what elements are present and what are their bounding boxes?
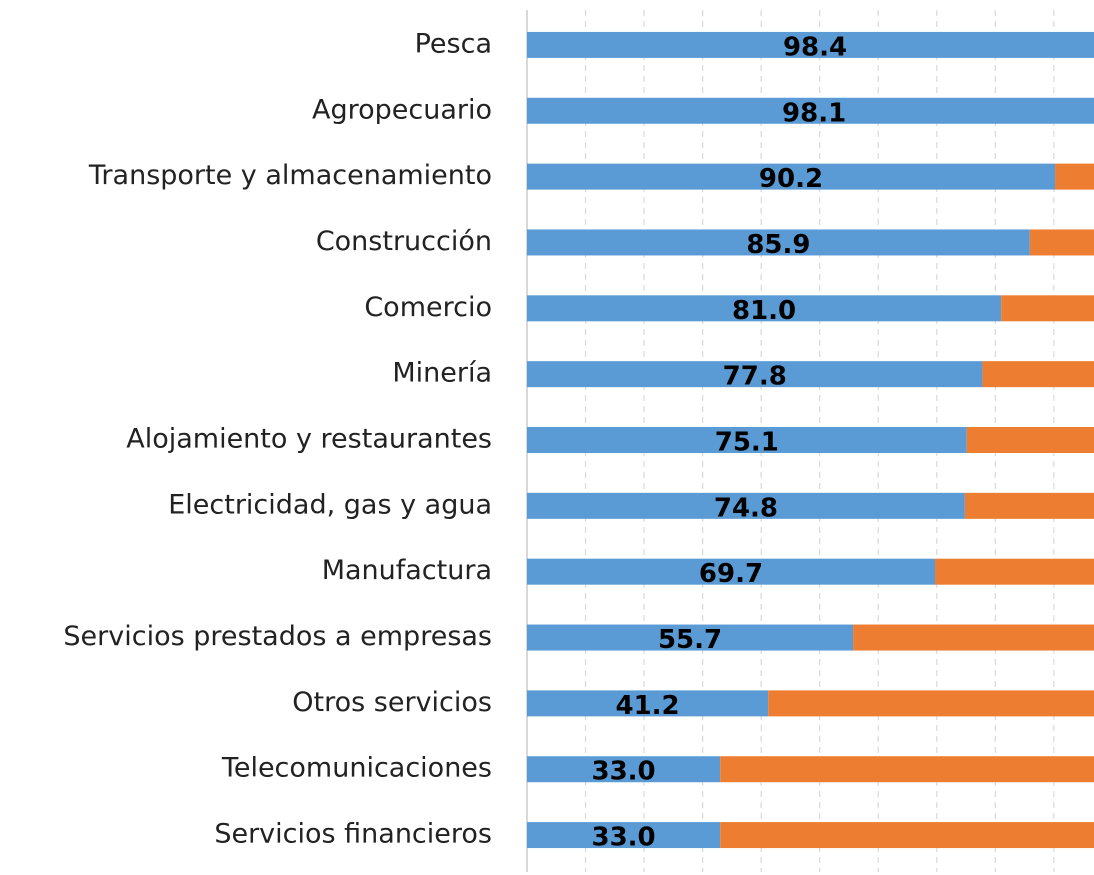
category-label: Otros servicios: [292, 687, 492, 718]
bar-segment: [768, 690, 1094, 717]
value-label: 98.4: [783, 32, 847, 62]
category-label: Comercio: [364, 292, 492, 323]
bar-segment: [527, 31, 1094, 58]
value-label: 90.2: [759, 164, 823, 194]
category-label: Servicios prestados a empresas: [63, 621, 492, 652]
bar-segment: [527, 97, 1094, 124]
bar-segment: [720, 756, 1094, 783]
bar-segment: [1029, 229, 1094, 256]
category-label: Alojamiento y restaurantes: [126, 424, 492, 455]
category-label: Manufactura: [322, 555, 492, 586]
bar-segment: [1055, 163, 1094, 190]
value-label: 41.2: [616, 691, 680, 721]
value-label: 85.9: [746, 230, 810, 260]
bar-segment: [527, 822, 721, 849]
category-label: Electricidad, gas y agua: [168, 489, 492, 520]
value-label: 98.1: [782, 98, 846, 128]
bar-segment: [527, 163, 1056, 190]
value-label: 33.0: [592, 757, 656, 787]
bar-segment: [527, 295, 1002, 322]
bar-segment: [966, 427, 1094, 453]
value-label: 75.1: [715, 428, 779, 458]
value-label: 33.0: [592, 823, 656, 853]
bar-segment: [527, 624, 854, 651]
category-label: Servicios financieros: [214, 819, 492, 850]
category-label: Minería: [392, 358, 492, 389]
bar-segment: [527, 690, 769, 717]
category-label: Telecomunicaciones: [221, 753, 492, 784]
value-label: 74.8: [714, 493, 778, 523]
category-label: Construcción: [316, 226, 492, 257]
category-label: Agropecuario: [312, 94, 492, 125]
value-label: 81.0: [732, 296, 796, 326]
category-label: Transporte y almacenamiento: [88, 160, 492, 191]
bar-segment: [720, 822, 1094, 849]
value-label: 69.7: [699, 559, 763, 589]
bar-segment: [853, 624, 1094, 651]
bar-segment: [527, 229, 1030, 256]
bar-segment: [935, 558, 1094, 585]
bar-segment: [527, 756, 721, 783]
value-label: 55.7: [658, 625, 722, 655]
bar-segment: [527, 558, 936, 585]
bar-segment: [527, 361, 983, 388]
bar-segment: [964, 492, 1094, 519]
category-label: Pesca: [415, 28, 492, 59]
bar-segment: [527, 492, 965, 519]
bar-segment: [982, 361, 1094, 388]
bar-segment: [527, 427, 967, 453]
value-label: 77.8: [723, 362, 787, 392]
bar-segment: [1001, 295, 1094, 322]
